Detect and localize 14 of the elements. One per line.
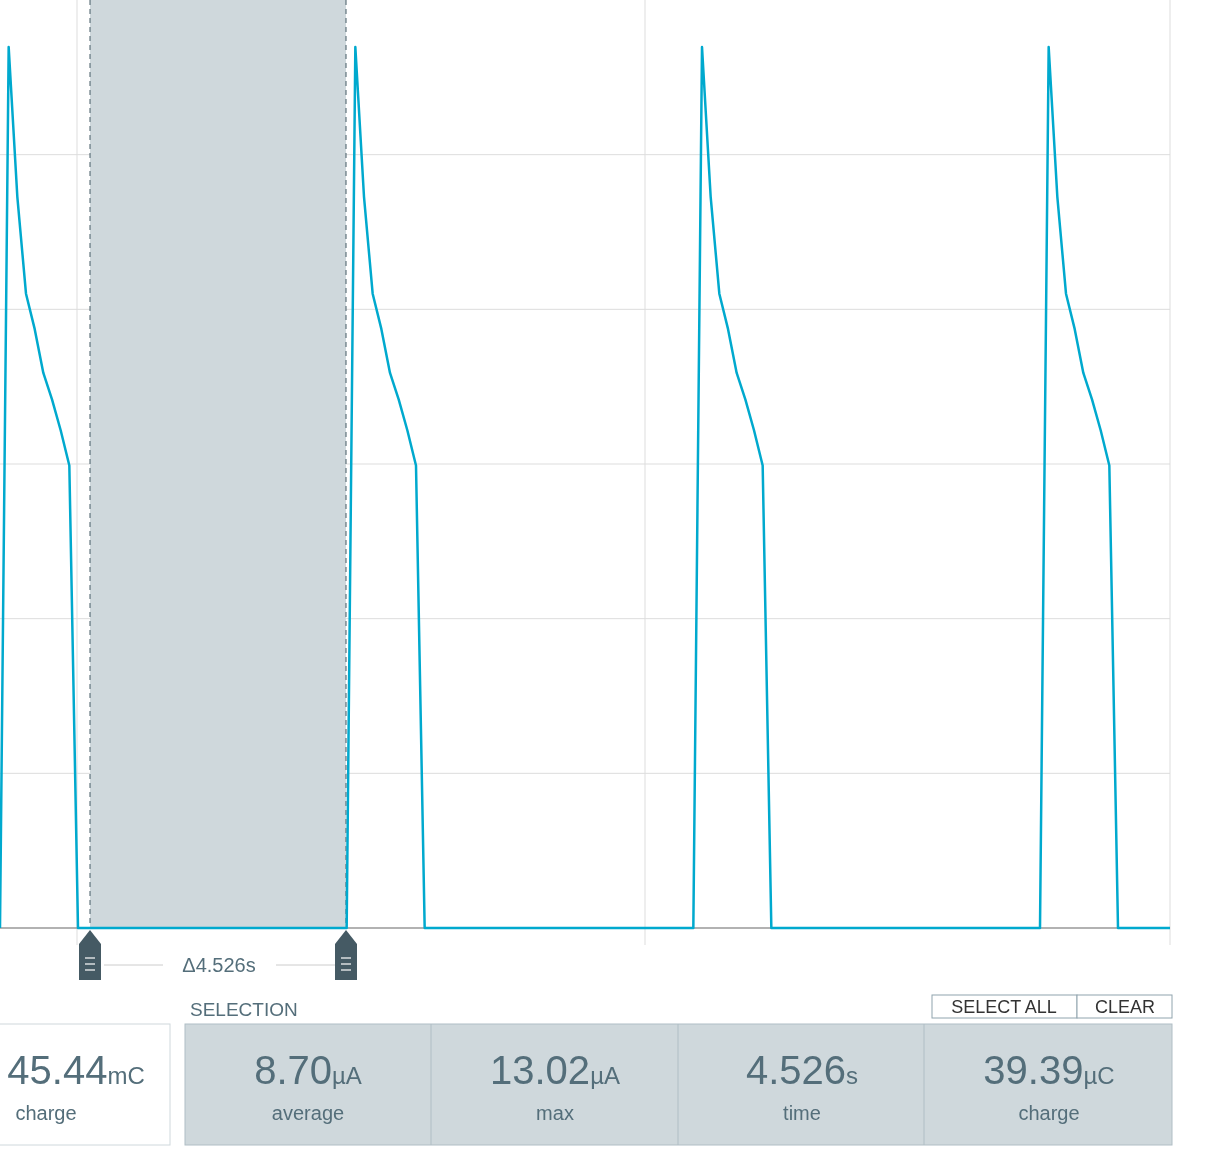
text: SELECTION	[190, 999, 298, 1020]
text: SELECT ALL	[951, 997, 1057, 1017]
text: charge	[15, 1102, 77, 1124]
text: CLEAR	[1094, 997, 1156, 1017]
text: 39.39µC	[983, 1048, 1115, 1092]
text: 45.44mC	[7, 1048, 145, 1092]
text: Δ4.526s	[182, 954, 256, 976]
text: time	[783, 1102, 821, 1124]
text: average	[271, 1102, 345, 1124]
text: 4.526s	[745, 1048, 859, 1092]
text: 13.02µA	[490, 1048, 620, 1092]
text: charge	[1018, 1102, 1080, 1124]
text: max	[536, 1102, 574, 1124]
text: 8.70µA	[254, 1048, 362, 1092]
